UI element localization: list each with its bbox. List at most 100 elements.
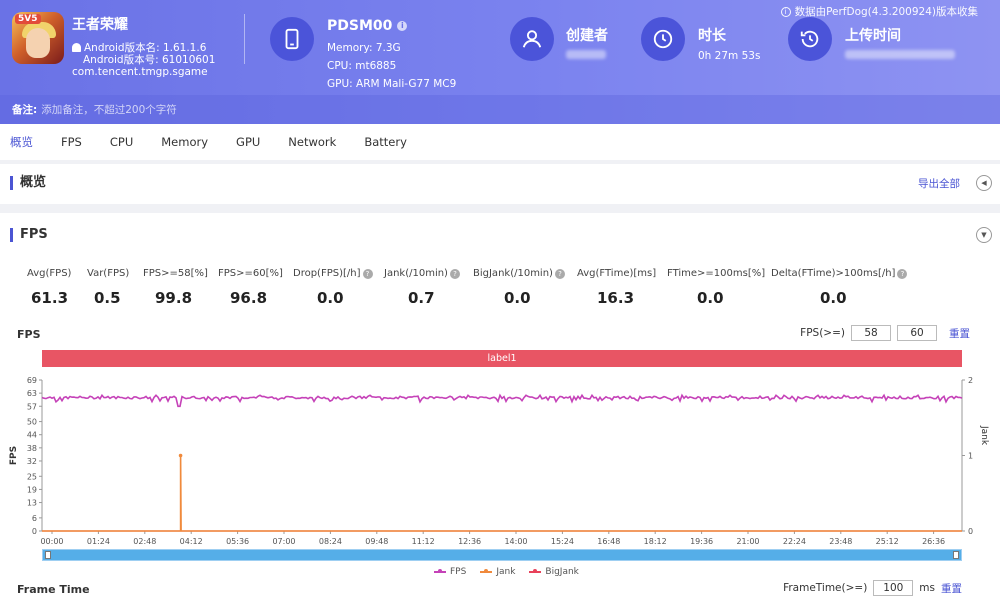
legend-fps[interactable]: FPS [434,567,466,577]
tab-gpu[interactable]: GPU [236,135,261,149]
device-gpu: GPU: ARM Mali-G77 MC9 [327,78,457,90]
chart-range-scrollbar[interactable] [42,549,962,561]
frametime-threshold-input[interactable]: 100 [873,580,914,596]
metric-jank: Jank(/10min)? 0.7 [384,268,460,307]
fps-chart-label: FPS [17,328,41,341]
collapse-left-icon[interactable]: ◀ [976,175,992,191]
remark-input[interactable]: 添加备注，不超过200个字符 [41,104,177,116]
metric-bigjank: BigJank(/10min)? 0.0 [473,268,565,307]
help-icon[interactable]: ? [897,268,908,279]
duration-value: 0h 27m 53s [698,50,761,62]
y-tick-label: 63 [27,389,37,398]
tab-overview[interactable]: 概览 [10,135,33,149]
report-header: i 数据由PerfDog(4.3.200924)版本收集 5V5 王者荣耀 An… [0,0,1000,124]
app-version-code: Android版本号: 61010601 [83,54,216,66]
app-package: com.tencent.tmgp.sgame [72,66,208,78]
app-badge: 5V5 [15,14,41,24]
tab-network[interactable]: Network [288,135,337,149]
metric-avg-fps: Avg(FPS) 61.3 [27,268,72,307]
android-icon [72,43,81,52]
range-handle-left[interactable] [45,551,51,559]
x-tick-label: 01:24 [87,537,110,546]
fps-reset-link[interactable]: 重置 [949,327,970,340]
x-tick-label: 19:36 [690,537,713,546]
help-icon[interactable]: ? [449,268,460,279]
upload-time-redacted [845,50,955,59]
y-tick-label: 38 [27,444,37,453]
overview-panel: 概览 导出全部 ◀ [0,164,1000,204]
metric-ftime-ge-100: FTime>=100ms[%] 0.0 [667,268,766,307]
tab-fps[interactable]: FPS [61,135,82,149]
x-tick-label: 05:36 [226,537,249,546]
x-tick-label: 14:00 [504,537,527,546]
x-tick-label: 11:12 [412,537,435,546]
metric-var-fps: Var(FPS) 0.5 [87,268,130,307]
fps-series-line [41,393,963,408]
phone-icon [270,17,314,61]
upload-time-label: 上传时间 [845,28,901,44]
app-icon: 5V5 [12,12,64,64]
x-tick-label: 08:24 [319,537,342,546]
metric-avg-ftime: Avg(FTime)[ms] 16.3 [577,268,657,307]
creator-label: 创建者 [566,28,608,44]
device-info-icon[interactable]: i [397,21,408,31]
jank-peak-point [178,453,183,458]
remark-label: 备注: [12,104,38,116]
fps-section-title: FPS [10,228,48,242]
x-tick-label: 22:24 [783,537,806,546]
fps-threshold-input-2[interactable]: 60 [897,325,937,341]
legend-jank[interactable]: Jank [480,567,515,577]
collect-note: i 数据由PerfDog(4.3.200924)版本收集 [780,4,978,19]
y-tick-label: 13 [27,499,37,508]
export-all-link[interactable]: 导出全部 [918,178,960,190]
help-icon[interactable]: ? [362,268,373,279]
overview-title: 概览 [10,176,46,190]
fps-chart[interactable]: 0 6 13 19 25 32 38 44 50 57 63 69 0 1 2 FPS Jank 00:00 01:… [0,368,1000,548]
fps-panel: FPS ▼ Avg(FPS) 61.3 Var(FPS) 0.5 FPS>=58[%… [0,213,1000,599]
duration-label: 时长 [698,28,726,44]
history-icon [788,17,832,61]
label-band[interactable]: label1 [42,350,962,367]
x-tick-label: 25:12 [876,537,899,546]
x-tick-label: 18:12 [644,537,667,546]
tab-memory[interactable]: Memory [161,135,209,149]
help-icon[interactable]: ? [554,268,565,279]
chart-legend: FPS Jank BigJank [434,567,579,577]
metric-delta-ftime: Delta(FTime)>100ms[/h]? 0.0 [771,268,908,307]
x-tick-label: 26:36 [922,537,945,546]
y-axis-title: FPS [9,446,19,465]
jank-series-line [42,455,962,532]
info-icon: i [780,6,791,17]
range-handle-right[interactable] [953,551,959,559]
frametime-threshold: FrameTime(>=) 100 ms 重置 [783,580,962,596]
frametime-reset-link[interactable]: 重置 [941,582,962,595]
tab-cpu[interactable]: CPU [109,135,134,149]
y-tick-label: 0 [32,527,37,536]
legend-bigjank[interactable]: BigJank [529,567,579,577]
x-tick-label: 15:24 [551,537,574,546]
y2-tick-label: 2 [968,376,973,385]
creator-value-redacted [566,50,606,59]
clock-icon [641,17,685,61]
app-version-name: Android版本名: 1.61.1.6 [72,40,206,55]
metric-fps-ge-60: FPS>=60[%] 96.8 [218,268,283,307]
header-divider [244,14,245,64]
remark-bar: 备注: 添加备注，不超过200个字符 [0,95,1000,124]
x-tick-label: 00:00 [40,537,63,546]
collapse-down-icon[interactable]: ▼ [976,227,992,243]
fps-threshold-input-1[interactable]: 58 [851,325,891,341]
device-name: PDSM00 i [327,18,408,34]
app-name: 王者荣耀 [72,17,128,33]
x-tick-label: 02:48 [133,537,156,546]
device-memory: Memory: 7.3G [327,42,401,54]
tab-battery[interactable]: Battery [364,135,407,149]
y-tick-label: 6 [32,514,37,523]
x-tick-label: 12:36 [458,537,481,546]
x-tick-label: 04:12 [180,537,203,546]
y-tick-label: 69 [27,376,37,385]
y-tick-label: 32 [27,457,37,466]
metric-drop-fps: Drop(FPS)[/h]? 0.0 [293,268,373,307]
device-cpu: CPU: mt6885 [327,60,397,72]
x-tick-label: 09:48 [365,537,388,546]
y2-tick-label: 0 [968,527,973,536]
